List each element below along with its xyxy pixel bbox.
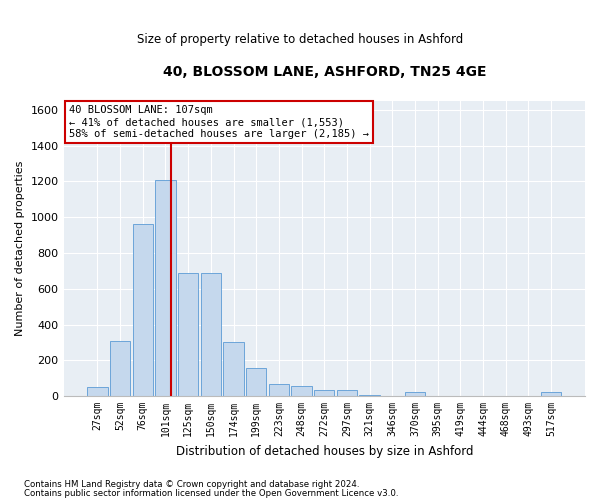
Bar	[223, 342, 244, 396]
Bar	[133, 224, 153, 396]
X-axis label: Distribution of detached houses by size in Ashford: Distribution of detached houses by size …	[176, 444, 473, 458]
Bar	[314, 390, 334, 396]
Bar	[337, 390, 357, 396]
Bar	[269, 384, 289, 396]
Bar	[246, 368, 266, 396]
Y-axis label: Number of detached properties: Number of detached properties	[15, 161, 25, 336]
Text: 40 BLOSSOM LANE: 107sqm
← 41% of detached houses are smaller (1,553)
58% of semi: 40 BLOSSOM LANE: 107sqm ← 41% of detache…	[69, 106, 369, 138]
Text: Contains public sector information licensed under the Open Government Licence v3: Contains public sector information licen…	[24, 488, 398, 498]
Bar	[87, 387, 107, 396]
Bar	[541, 392, 561, 396]
Bar	[405, 392, 425, 396]
Text: Size of property relative to detached houses in Ashford: Size of property relative to detached ho…	[137, 32, 463, 46]
Bar	[292, 386, 312, 396]
Bar	[178, 272, 199, 396]
Text: Contains HM Land Registry data © Crown copyright and database right 2024.: Contains HM Land Registry data © Crown c…	[24, 480, 359, 489]
Bar	[110, 340, 130, 396]
Bar	[359, 395, 380, 396]
Bar	[155, 180, 176, 396]
Title: 40, BLOSSOM LANE, ASHFORD, TN25 4GE: 40, BLOSSOM LANE, ASHFORD, TN25 4GE	[163, 65, 486, 79]
Bar	[200, 272, 221, 396]
